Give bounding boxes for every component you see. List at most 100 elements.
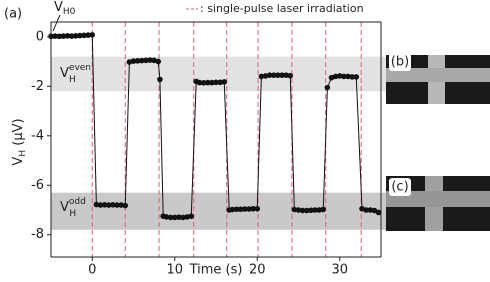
x-tick-label: 0 [88,263,96,278]
data-point [72,33,79,39]
y-tick-label: 0 [36,29,44,44]
annotation-sup: odd [69,197,86,207]
data-point [275,72,281,78]
y-axis-label-unit: (μV) [11,118,26,149]
inset-label-box [389,178,411,196]
plot-background [51,22,386,257]
data-point [229,206,236,213]
annotation-sub: H0 [63,7,76,17]
y-axis-label-base: V [11,157,26,166]
plot-frame [50,21,382,258]
data-point [77,32,83,39]
data-point [299,207,306,214]
data-point [60,33,67,39]
annotation-base: V [54,0,63,15]
data-point [138,57,145,64]
data-point [320,206,327,213]
data-point [291,206,298,213]
data-point [134,58,141,64]
data-point [341,73,347,80]
data-point [242,206,248,212]
annotation-sup: even [69,63,91,73]
data-point [262,73,269,79]
annotation-sub: H [69,75,76,85]
annotation: VH0 [54,0,76,17]
y-tick-label: -6 [31,178,44,193]
annotation-arrow [52,14,61,32]
inset-label-box [389,53,411,71]
data-point [258,73,265,80]
data-point [163,214,170,220]
shaded-band [51,192,386,230]
y-axis-label-sub: H [18,150,28,157]
data-point [143,57,149,64]
data-point [221,79,228,85]
data-point [110,202,116,208]
data-point [176,214,182,220]
data-point [101,202,108,208]
data-point [180,214,186,221]
annotation-base: V [60,200,69,215]
data-point [353,74,360,80]
legend-text: : single-pulse laser irradiation [200,2,364,15]
shaded-band [51,56,386,92]
data-point [237,206,244,213]
data-point [233,206,240,213]
inset-label: (c) [391,180,408,195]
data-point [171,214,178,221]
x-tick-label: 30 [331,263,348,278]
data-point [85,32,91,38]
y-tick-label: -8 [31,227,44,242]
annotation-base: V [60,66,69,81]
inset-stripe [386,191,490,207]
y-tick-label: -4 [31,128,44,143]
data-point [97,202,104,208]
x-axis-label: Time (s) [189,263,243,278]
data-point [349,74,355,80]
data-point [308,207,314,214]
y-tick-label: -2 [31,79,44,94]
data-point [209,79,215,86]
data-point [217,79,223,86]
data-point [200,80,207,86]
data-point [266,72,273,78]
data-point [375,209,382,216]
data-point [367,207,374,213]
data-point [345,73,351,80]
data-point [93,201,100,208]
data-point [332,73,339,80]
y-axis-label: VH (μV) [11,118,28,165]
data-point [287,72,294,79]
data-point [130,58,137,64]
annotation: Veven H [60,63,91,85]
annotation-sub: H [69,209,76,219]
data-point [184,214,190,220]
data-point [196,79,203,86]
inset-stripe [386,68,490,82]
data-point [167,214,174,221]
data-point [68,33,75,39]
data-point [213,79,219,86]
x-tick-label: 10 [166,263,183,278]
data-point [303,207,310,214]
data-point [246,206,252,212]
data-point [188,213,195,219]
data-point [270,72,277,78]
data-point [295,207,302,213]
data-point [48,33,54,40]
data-point [336,73,343,79]
annotation: Vodd H [60,197,86,219]
data-point [81,32,87,39]
inset-label: (b) [391,55,409,70]
data-point [157,76,163,83]
data-point [114,202,120,208]
data-point [118,202,124,208]
data-point [283,72,289,78]
data-point [204,79,211,86]
panel-label: (a) [4,7,22,22]
data-point [147,57,153,63]
data-point [363,207,369,213]
data-point [324,84,331,91]
data-point [64,33,71,39]
